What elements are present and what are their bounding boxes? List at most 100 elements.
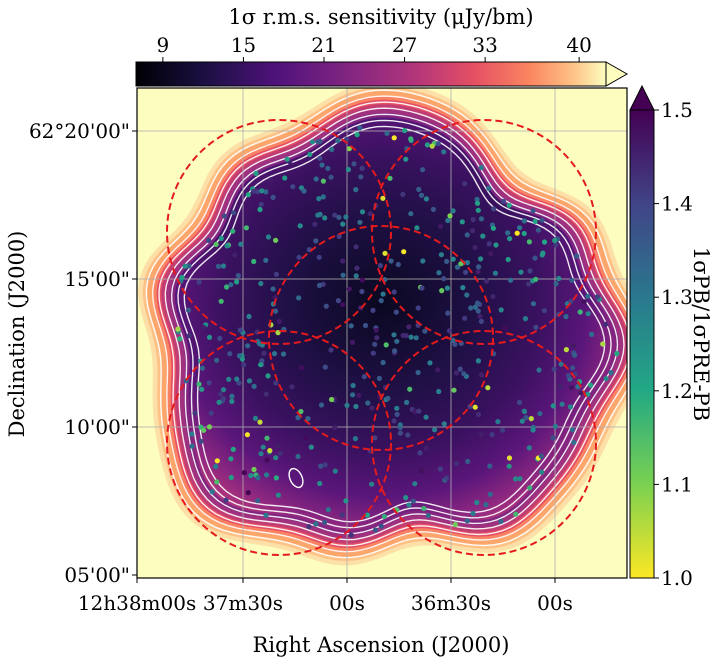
source-point — [380, 359, 386, 366]
source-point — [214, 458, 220, 464]
source-point — [235, 273, 241, 279]
source-point — [478, 216, 484, 222]
source-point — [572, 352, 578, 358]
source-point — [397, 430, 403, 436]
source-point — [439, 288, 445, 294]
source-point — [487, 463, 493, 469]
source-point — [241, 362, 247, 368]
source-point — [263, 391, 269, 397]
source-point — [445, 310, 451, 316]
source-point — [516, 399, 523, 405]
source-point — [415, 305, 421, 311]
source-point — [362, 322, 369, 329]
source-point — [603, 321, 609, 327]
contour-island — [288, 467, 304, 489]
source-point — [245, 343, 251, 349]
source-point — [325, 507, 331, 513]
source-point — [517, 225, 523, 231]
source-point — [230, 228, 236, 234]
source-point — [614, 350, 620, 357]
source-point — [391, 289, 397, 295]
source-point — [435, 367, 441, 373]
source-point — [526, 281, 532, 287]
source-point — [487, 491, 493, 497]
source-point — [340, 272, 346, 278]
source-point — [312, 221, 318, 227]
source-point — [322, 462, 328, 468]
source-point — [350, 392, 356, 398]
source-point — [322, 215, 328, 221]
source-point — [395, 261, 401, 268]
source-point — [574, 253, 580, 259]
source-point — [392, 348, 398, 354]
source-point — [246, 378, 253, 384]
source-point — [416, 186, 422, 192]
source-point — [257, 419, 263, 425]
source-point — [470, 510, 476, 516]
source-point — [391, 418, 397, 424]
source-point — [403, 333, 409, 339]
source-point — [217, 391, 223, 397]
source-point — [358, 174, 364, 180]
source-point — [491, 206, 497, 212]
source-point — [416, 408, 422, 414]
source-point — [443, 475, 450, 481]
source-point — [500, 198, 507, 204]
source-point — [441, 149, 447, 155]
source-point — [423, 445, 429, 451]
source-point — [594, 294, 600, 300]
source-points — [175, 125, 620, 538]
source-point — [521, 230, 527, 237]
source-point — [464, 518, 470, 524]
top-colorbar-gradient — [135, 61, 607, 87]
source-point — [308, 444, 314, 450]
source-point — [261, 350, 267, 356]
top-colorbar-tick-label: 21 — [311, 33, 336, 57]
source-point — [464, 292, 470, 298]
source-point — [318, 463, 324, 469]
source-point — [475, 269, 481, 275]
source-point — [527, 268, 533, 274]
source-point — [608, 370, 614, 376]
top-colorbar-tick-label: 9 — [156, 33, 169, 57]
source-point — [229, 398, 235, 404]
source-point — [441, 421, 447, 427]
source-point — [206, 424, 213, 430]
source-point — [186, 333, 192, 339]
source-point — [446, 328, 452, 334]
source-point — [513, 476, 519, 482]
source-point — [474, 300, 481, 306]
source-point — [339, 512, 345, 518]
source-point — [530, 208, 536, 214]
x-axis-tick-label: 00s — [329, 591, 365, 615]
source-point — [319, 162, 325, 168]
y-axis-tick-label: 15'00" — [64, 267, 130, 291]
source-point — [377, 263, 384, 269]
source-point — [258, 201, 264, 207]
source-point — [370, 307, 376, 313]
source-point — [485, 385, 491, 391]
source-point — [265, 234, 272, 240]
y-axis-tick-label: 62°20'00" — [29, 119, 130, 143]
source-point — [346, 286, 352, 292]
contour-line — [151, 95, 627, 553]
source-point — [199, 386, 205, 392]
source-point — [241, 470, 247, 476]
source-point — [350, 382, 356, 389]
pointing-circle — [166, 330, 392, 556]
source-point — [502, 325, 508, 331]
source-point — [378, 523, 384, 529]
source-point — [307, 151, 313, 158]
source-point — [263, 472, 270, 478]
source-point — [326, 437, 332, 443]
source-point — [472, 244, 478, 251]
source-point — [556, 275, 562, 282]
source-point — [533, 324, 539, 330]
source-point — [523, 415, 529, 421]
source-point — [476, 264, 482, 270]
source-point — [264, 435, 270, 441]
source-point — [472, 404, 478, 410]
source-point — [457, 366, 463, 372]
source-point — [340, 302, 346, 308]
source-point — [280, 351, 287, 357]
